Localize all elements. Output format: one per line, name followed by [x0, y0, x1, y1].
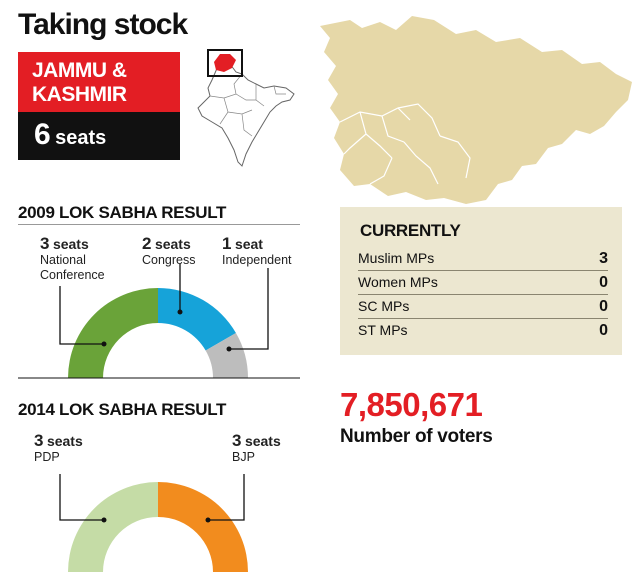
label-2014-party-2: 3 seats BJP [232, 431, 281, 464]
result-2014-title: 2014 LOK SABHA RESULT [18, 400, 227, 419]
label-2009-party-1: 3 seats National Conference [40, 234, 105, 282]
donut-2009-leader-dot-3 [226, 346, 232, 352]
jk-highlight [214, 54, 236, 72]
donut-2009-segment-3 [205, 333, 248, 378]
result-2009-divider [18, 224, 300, 225]
total-seats-number: 6 [34, 118, 51, 151]
donut-2009-segment-1 [68, 288, 158, 378]
donut-2009-leader-line-3 [229, 268, 269, 350]
donut-2014-segment-2 [158, 482, 248, 572]
donut-2014-leader-dot-1 [101, 517, 107, 523]
currently-row-women: Women MPs 0 [358, 271, 608, 295]
india-locator-map [197, 49, 295, 167]
jk-map-shape [320, 16, 632, 204]
currently-row-sc: SC MPs 0 [358, 295, 608, 319]
label-2009-party-3: 1 seat Independent [222, 234, 292, 267]
jammu-kashmir-map [320, 16, 632, 204]
donut-2014-segment-1 [68, 482, 158, 572]
result-2009-title: 2009 LOK SABHA RESULT [18, 203, 227, 222]
currently-title: CURRENTLY [360, 221, 461, 240]
donut-2009-leader-dot-2 [177, 309, 183, 315]
voters-label: Number of voters [340, 426, 493, 447]
india-state-lines [209, 73, 286, 137]
total-seats-box: 6 seats [18, 112, 180, 160]
donut-2014-leader-line-2 [208, 474, 245, 521]
currently-panel: CURRENTLY Muslim MPs 3 Women MPs 0 SC MPs 0… [340, 207, 622, 355]
total-seats-unit: seats [55, 127, 107, 149]
page-title: Taking stock [18, 8, 188, 41]
voters-number: 7,850,671 [340, 386, 483, 423]
donut-2009-segment-2 [158, 288, 236, 351]
state-name-box: JAMMU & KASHMIR [18, 52, 180, 112]
currently-row-muslim: Muslim MPs 3 [358, 247, 608, 271]
locator-box [207, 49, 243, 77]
label-2014-party-1: 3 seats PDP [34, 431, 83, 464]
donut-2014-leader-line-1 [59, 474, 104, 521]
label-2009-party-2: 2 seats Congress [142, 234, 196, 267]
donut-2014-leader-dot-2 [205, 517, 211, 523]
state-name-line1: JAMMU & [32, 59, 127, 82]
donut-2009-leader-dot-1 [101, 341, 107, 347]
state-name-line2: KASHMIR [32, 83, 127, 106]
jk-district-lines [339, 103, 471, 185]
donut-2009-leader-line-1 [59, 286, 104, 345]
currently-row-st: ST MPs 0 [358, 322, 608, 339]
